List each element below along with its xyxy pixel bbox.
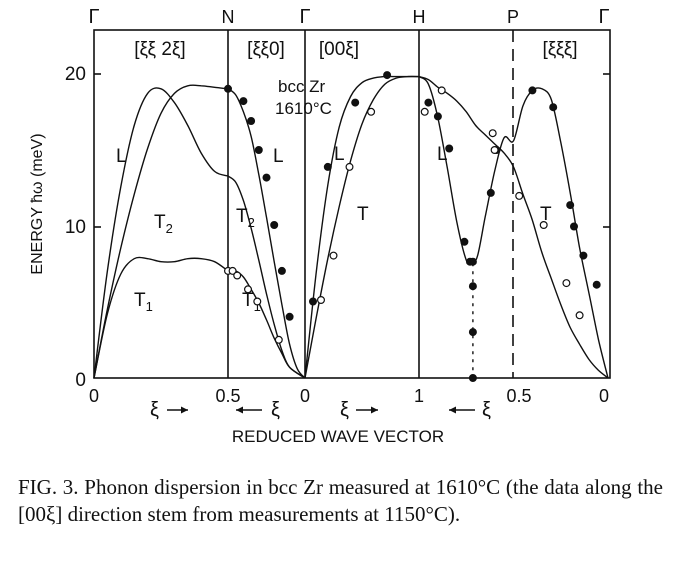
data-point-L-1-4 bbox=[262, 173, 271, 182]
xtick-label-0: 0 bbox=[89, 386, 99, 406]
data-point-L-1-3 bbox=[254, 146, 263, 155]
data-point-T1-1-5 bbox=[274, 335, 283, 344]
xtick-label-0-c: 0 bbox=[599, 386, 609, 406]
branch-label-L: L bbox=[273, 146, 284, 167]
plot-border bbox=[93, 29, 611, 379]
measured-points bbox=[224, 71, 601, 383]
direction-label-00xi: [00ξ] bbox=[319, 39, 359, 60]
data-point-L-3-0 bbox=[424, 98, 433, 107]
data-point-T-3-1 bbox=[437, 86, 446, 95]
data-point-T1-1-2 bbox=[233, 271, 242, 280]
material-label: bcc Zr bbox=[278, 77, 326, 96]
curve-L-section-2 bbox=[304, 75, 419, 379]
curve-T1-section-1 bbox=[227, 269, 306, 379]
data-point-L-3-3 bbox=[460, 237, 469, 246]
branch-labels: L T2 T1 L T2 T1 L T L T bbox=[116, 144, 552, 314]
data-point-L-3-2 bbox=[445, 144, 454, 153]
curve-T-section-2 bbox=[304, 75, 420, 379]
data-point-L-2-3 bbox=[383, 71, 392, 80]
data-point-L-3-11 bbox=[569, 222, 578, 231]
data-point-T-3-2 bbox=[488, 129, 497, 138]
ytick-label-0: 0 bbox=[75, 370, 86, 391]
branch-label-L: L bbox=[116, 146, 127, 167]
data-point-L-3-10 bbox=[566, 201, 575, 210]
data-point-L-1-1 bbox=[239, 97, 248, 106]
data-point-T-2-0 bbox=[317, 296, 326, 305]
direction-label-xixixi: [ξξξ] bbox=[542, 39, 577, 60]
branch-label-T: T bbox=[540, 204, 552, 225]
branch-label-T: T bbox=[357, 204, 369, 225]
curve-T2-section-0 bbox=[93, 84, 229, 379]
xtick-label-0-b: 0 bbox=[300, 386, 310, 406]
arrow-xi-left-2: ξ bbox=[449, 399, 491, 421]
data-point-L-1-2 bbox=[247, 116, 256, 125]
arrow-xi-label: ξ bbox=[340, 399, 349, 421]
curve-T1-section-0 bbox=[93, 256, 229, 379]
data-point-L-1-0 bbox=[224, 84, 233, 93]
symmetry-p: P bbox=[507, 7, 519, 27]
branch-label-L: L bbox=[437, 144, 448, 165]
dispersion-curves bbox=[93, 75, 609, 379]
curve-L-section-0 bbox=[93, 87, 229, 379]
symmetry-gamma-3: Γ bbox=[598, 6, 609, 28]
plot-frame bbox=[93, 29, 611, 379]
arrow-xi-right-2: ξ bbox=[340, 399, 378, 421]
branch-label-T1: T1 bbox=[242, 290, 261, 314]
data-point-T1-1-4 bbox=[253, 297, 262, 306]
temperature-label: 1610°C bbox=[275, 99, 332, 118]
branch-label-T1: T1 bbox=[134, 290, 153, 314]
branch-label-T2: T2 bbox=[154, 212, 173, 236]
xtick-label-1: 1 bbox=[414, 386, 424, 406]
y-axis-label: ENERGY ħω (meV) bbox=[29, 133, 46, 274]
data-point-T-3-4 bbox=[515, 191, 524, 200]
data-point-L-3-6 bbox=[486, 188, 495, 197]
data-point-T-3-7 bbox=[575, 311, 584, 320]
data-point-T-3-0 bbox=[420, 107, 429, 116]
arrow-xi-label: ξ bbox=[150, 399, 159, 421]
data-point-T-2-2 bbox=[345, 162, 354, 171]
data-point-T-2-1 bbox=[329, 251, 338, 260]
data-point-L-1-7 bbox=[285, 312, 294, 321]
arrow-xi-left-1: ξ bbox=[236, 399, 280, 421]
symmetry-gamma-1: Γ bbox=[88, 6, 99, 28]
data-point-T-3-6 bbox=[562, 279, 571, 288]
data-point-L-3-9 bbox=[549, 103, 558, 112]
phonon-dispersion-figure: Γ N Γ H P Γ [ξξ 2ξ] [ξξ0] [00ξ] [ξξξ] bc… bbox=[29, 6, 611, 446]
data-point-T1-1-1 bbox=[228, 266, 237, 275]
xtick-label-0.5-b: 0.5 bbox=[506, 386, 531, 406]
symmetry-n: N bbox=[222, 7, 235, 27]
data-point-T1-1-3 bbox=[244, 285, 253, 294]
curve-T-section-3 bbox=[418, 75, 609, 379]
ytick-label-20: 20 bbox=[65, 64, 86, 85]
data-point-L-2-0 bbox=[309, 297, 318, 306]
x-axis-label: REDUCED WAVE VECTOR bbox=[232, 427, 444, 446]
symmetry-h: H bbox=[413, 7, 426, 27]
data-point-T-3-3 bbox=[490, 146, 499, 155]
figure-caption: FIG. 3. Phonon dispersion in bcc Zr meas… bbox=[18, 475, 663, 526]
branch-label-L: L bbox=[334, 144, 345, 165]
xtick-label-0.5: 0.5 bbox=[215, 386, 240, 406]
arrow-xi-right-1: ξ bbox=[150, 399, 188, 421]
branch-label-T2: T2 bbox=[236, 206, 255, 230]
symmetry-gamma-2: Γ bbox=[299, 6, 310, 28]
data-point-L-2-1 bbox=[323, 162, 332, 171]
data-point-L-3-1 bbox=[433, 112, 442, 121]
curve-L-section-3 bbox=[418, 75, 609, 379]
data-point-L-2-2 bbox=[351, 98, 360, 107]
data-point-L-1-6 bbox=[277, 266, 286, 275]
ytick-label-10: 10 bbox=[65, 217, 86, 238]
data-point-L-3-8 bbox=[528, 86, 537, 95]
curve-L-section-1 bbox=[227, 88, 306, 379]
direction-label-xixi2xi: [ξξ 2ξ] bbox=[134, 39, 185, 60]
data-point-L-3-12 bbox=[579, 251, 588, 260]
data-point-T-2-3 bbox=[367, 107, 376, 116]
data-point-T-3-5 bbox=[539, 221, 548, 230]
direction-label-xixi0: [ξξ0] bbox=[247, 39, 285, 60]
arrow-xi-label: ξ bbox=[271, 399, 280, 421]
data-point-L-1-5 bbox=[270, 221, 279, 230]
arrow-xi-label: ξ bbox=[482, 399, 491, 421]
data-point-L-3-13 bbox=[592, 280, 601, 289]
